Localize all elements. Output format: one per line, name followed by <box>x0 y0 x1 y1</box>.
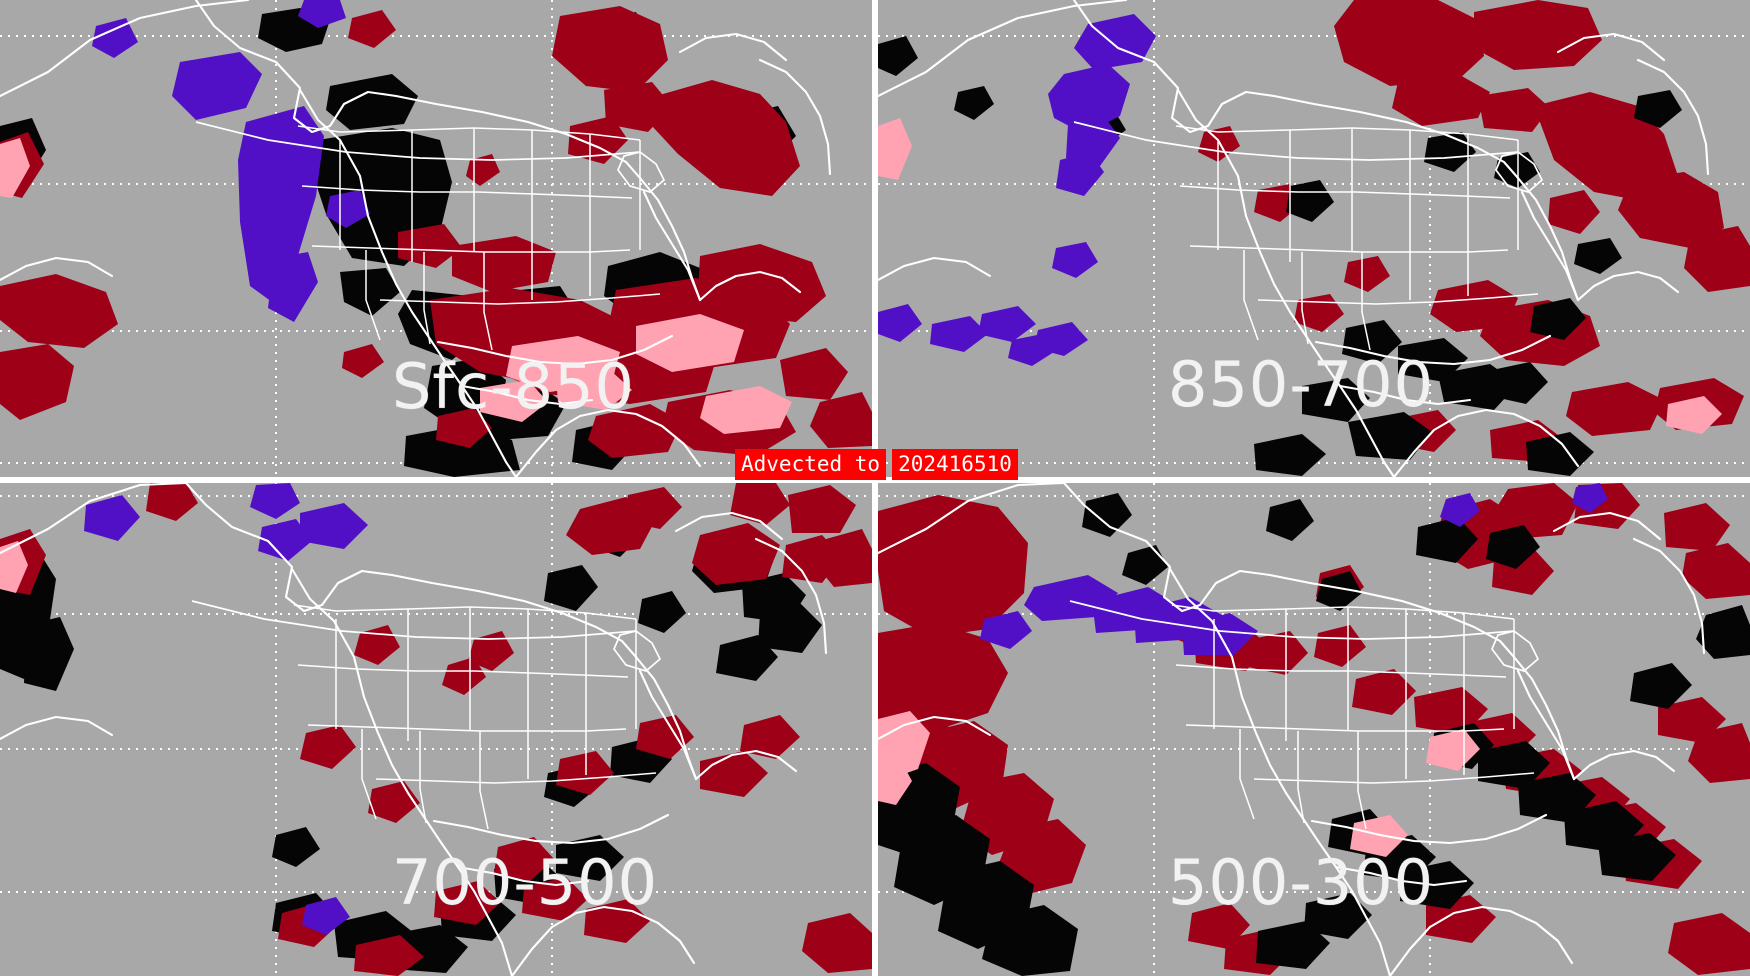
panel-label-500-300: 500-300 <box>1168 846 1435 919</box>
panel-sfc-850: Sfc-850 <box>0 0 872 477</box>
anomaly-field-sfc-850 <box>0 0 872 477</box>
coastlines-tl <box>0 0 832 477</box>
anomaly-field-500-300 <box>878 483 1750 976</box>
panel-500-300: 500-300 <box>878 483 1750 976</box>
panel-divider-vertical <box>872 0 878 976</box>
coastlines-tr <box>878 0 1710 477</box>
panel-label-sfc-850: Sfc-850 <box>392 350 635 423</box>
panel-850-700: 850-700 <box>878 0 1750 477</box>
panel-label-700-500: 700-500 <box>392 846 659 919</box>
anomaly-field-700-500 <box>0 483 872 976</box>
panel-label-850-700: 850-700 <box>1168 348 1435 421</box>
advected-to-label: Advected to <box>735 449 887 480</box>
advected-to-value: 202416510 <box>892 449 1018 480</box>
panel-divider-horizontal <box>0 477 1750 483</box>
advected-to-banner: Advected to 202416510 <box>735 449 1018 480</box>
panel-700-500: 700-500 <box>0 483 872 976</box>
